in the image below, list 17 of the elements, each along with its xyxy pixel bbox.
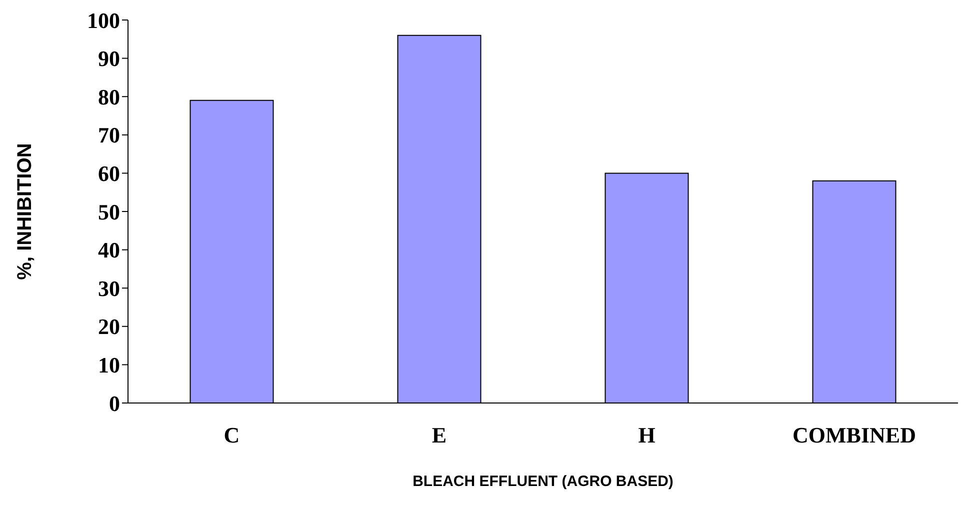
x-tick-label: H [638,422,656,448]
x-tick-label: C [224,422,240,448]
y-tick-label: 30 [98,276,120,301]
y-tick-label: 60 [98,161,120,186]
y-tick-label: 40 [98,238,120,263]
y-tick-label: 50 [98,199,120,224]
y-axis-title: %, INHIBITION [14,143,36,280]
y-tick-label: 10 [98,352,120,378]
y-tick-label: 70 [98,122,120,148]
y-tick-label: 0 [109,390,120,416]
y-tick-label: 80 [98,84,120,110]
y-tick-label: 90 [98,46,120,72]
x-axis-title: BLEACH EFFLUENT (AGRO BASED) [412,473,674,490]
y-tick-label: 100 [87,8,120,33]
x-tick-label: COMBINED [792,422,916,448]
x-tick-label: E [432,422,447,448]
y-tick-label: 20 [98,314,120,340]
